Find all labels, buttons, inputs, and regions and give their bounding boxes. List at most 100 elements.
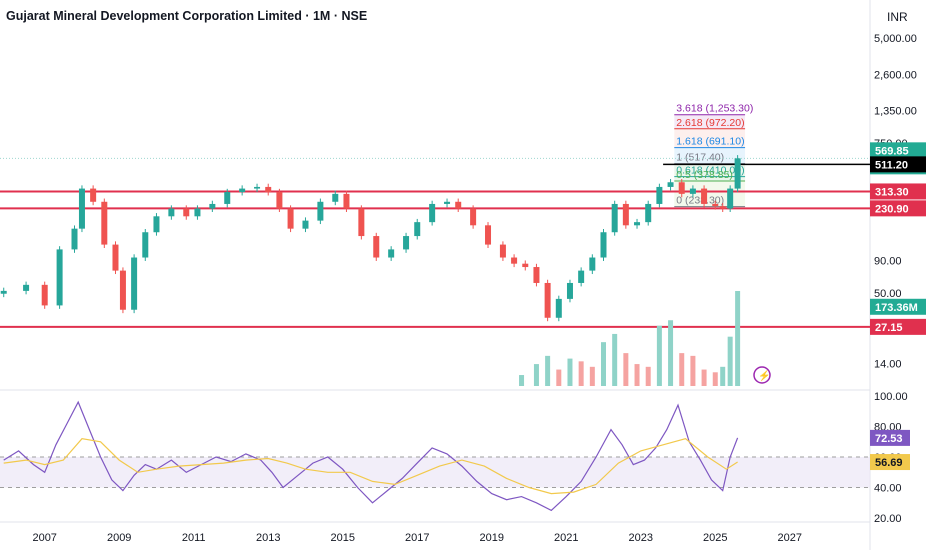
volume-bar [656,325,662,386]
volume-bar [567,358,573,386]
candle-body[interactable] [168,208,175,217]
candle-body[interactable] [414,222,421,237]
candle-body[interactable] [719,206,726,209]
candle-body[interactable] [343,193,350,209]
volume-bar [612,333,618,386]
candle-body[interactable] [358,208,365,237]
volume-bar [690,355,696,386]
candle-body[interactable] [276,192,283,209]
volume-bar [679,353,685,386]
candle-body[interactable] [499,244,506,258]
crosshair-badge: 511.20 [875,159,908,171]
volume-bar [545,355,551,386]
fib-level-label: 0 (238.30) [676,195,724,207]
candle-body[interactable] [302,220,309,229]
time-axis-tick: 2015 [330,532,354,544]
candle-body[interactable] [56,249,63,306]
fib-zone-band [674,180,746,207]
time-axis-tick: 2019 [480,532,504,544]
candle-body[interactable] [209,203,216,209]
candle-body[interactable] [90,188,97,202]
candle-body[interactable] [239,188,246,193]
candle-body[interactable] [78,188,85,229]
candle-body[interactable] [403,236,410,250]
price-axis-tick: 14.00 [874,359,902,371]
candle-body[interactable] [712,203,719,207]
rsi-axis-tick: 40.00 [874,483,902,495]
volume-bar [533,364,539,386]
candle-body[interactable] [727,188,734,209]
volume-bar [623,353,629,386]
volume-bar [668,320,674,386]
candle-body[interactable] [485,225,492,245]
candle-body[interactable] [544,282,551,318]
candle-body[interactable] [634,222,641,226]
candle-body[interactable] [265,186,272,193]
candle-body[interactable] [317,201,324,221]
candle-body[interactable] [112,244,119,271]
candle-body[interactable] [701,188,708,204]
candle-body[interactable] [578,270,585,283]
rsi-line [3,400,739,512]
time-axis-tick: 2017 [405,532,429,544]
currency-label[interactable]: INR [887,10,908,24]
price-axis-tick: 90.00 [874,256,902,268]
candle-body[interactable] [23,284,30,291]
candle-body[interactable] [71,228,78,250]
price-axis-tick: 1,350.00 [874,106,917,118]
candle-body[interactable] [142,232,149,258]
volume-bar [578,361,584,386]
candle-body[interactable] [0,290,7,294]
candle-body[interactable] [600,232,607,258]
candle-body[interactable] [734,158,741,189]
candle-body[interactable] [622,203,629,226]
fib-level-label: 3.618 (1,253.30) [676,103,753,115]
candle-body[interactable] [224,192,231,204]
candle-body[interactable] [511,257,518,264]
candle-body[interactable] [689,188,696,194]
candle-body[interactable] [101,201,108,245]
candle-body[interactable] [566,282,573,299]
candle-body[interactable] [194,208,201,217]
candle-body[interactable] [444,201,451,204]
candle-body[interactable] [667,182,674,187]
time-axis-tick: 2009 [107,532,131,544]
candle-body[interactable] [119,270,126,310]
fib-zone-band [674,114,746,129]
candle-body[interactable] [611,203,618,233]
candle-body[interactable] [153,216,160,233]
level-badge: 27.15 [875,322,903,334]
candle-body[interactable] [332,193,339,202]
volume-bar [556,369,562,386]
level-badge-bg [870,183,926,200]
candle-body[interactable] [645,203,652,223]
rsi-axis-tick: 20.00 [874,513,902,525]
rsi-ma-badge: 56.69 [875,457,903,469]
candle-body[interactable] [678,182,685,194]
candle-body[interactable] [41,284,48,306]
candle-body[interactable] [589,257,596,271]
candle-body[interactable] [254,186,261,189]
candle-body[interactable] [470,208,477,226]
candle-body[interactable] [522,263,529,268]
candle-body[interactable] [287,208,294,229]
candle-body[interactable] [656,186,663,204]
candle-body[interactable] [555,298,562,318]
candle-body[interactable] [429,203,436,223]
fib-level-label: 0.618 (410.00) [676,165,744,177]
candle-body[interactable] [131,257,138,310]
time-axis-tick: 2013 [256,532,280,544]
rsi-badge-bg [870,429,910,446]
volume-badge: 173.36M [875,302,918,314]
crosshair-badge-bg [870,156,926,173]
candle-body[interactable] [533,267,540,283]
chart-title: Gujarat Mineral Development Corporation … [6,9,368,23]
candle-body[interactable] [183,208,190,217]
candle-body[interactable] [388,249,395,258]
price-axis-tick: 50.00 [874,288,902,300]
volume-badge-bg [870,298,926,315]
candle-body[interactable] [455,201,462,209]
candle-body[interactable] [373,236,380,258]
lightning-alert-icon[interactable] [753,366,771,384]
